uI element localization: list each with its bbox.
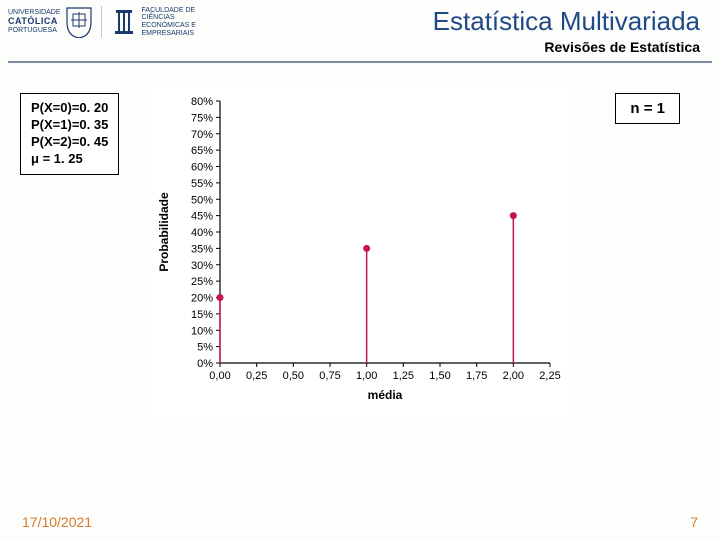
logo-fce: FACULDADE DE CIÊNCIAS ECONÓMICAS E EMPRE… xyxy=(110,6,196,38)
chart-svg: 0% 5% 10% 15% 20% 25% 30% 35% 40% 45% 50% 55% 60% 65%… xyxy=(150,83,570,423)
page-title: Estatística Multivariada xyxy=(433,6,700,37)
probability-box: P(X=0)=0. 20 P(X=1)=0. 35 P(X=2)=0. 45 μ… xyxy=(20,93,119,175)
column-icon xyxy=(110,6,138,38)
svg-text:60%: 60% xyxy=(191,162,213,174)
content: P(X=0)=0. 20 P(X=1)=0. 35 P(X=2)=0. 45 μ… xyxy=(0,63,720,463)
page-subtitle: Revisões de Estatística xyxy=(433,39,700,55)
svg-text:25%: 25% xyxy=(191,276,213,288)
svg-text:1,50: 1,50 xyxy=(429,370,450,382)
logo1-text: UNIVERSIDADE CATÓLICA PORTUGUESA xyxy=(8,9,61,34)
logo-catolica: UNIVERSIDADE CATÓLICA PORTUGUESA xyxy=(8,6,93,38)
svg-text:65%: 65% xyxy=(191,145,213,157)
svg-text:55%: 55% xyxy=(191,178,213,190)
svg-text:0,50: 0,50 xyxy=(283,370,304,382)
footer: 17/10/2021 7 xyxy=(0,514,720,530)
logo2-line4: EMPRESARIAIS xyxy=(142,30,196,38)
svg-text:15%: 15% xyxy=(191,309,213,321)
logo2-line3: ECONÓMICAS E xyxy=(142,22,196,30)
svg-text:2,00: 2,00 xyxy=(503,370,524,382)
svg-text:80%: 80% xyxy=(191,96,213,108)
logo1-line2: CATÓLICA xyxy=(8,17,61,27)
svg-text:1,00: 1,00 xyxy=(356,370,377,382)
svg-text:0,25: 0,25 xyxy=(246,370,267,382)
n-box: n = 1 xyxy=(615,93,680,124)
info-line: P(X=0)=0. 20 xyxy=(31,100,108,117)
svg-text:35%: 35% xyxy=(191,243,213,255)
svg-text:20%: 20% xyxy=(191,293,213,305)
info-line: P(X=1)=0. 35 xyxy=(31,117,108,134)
svg-text:50%: 50% xyxy=(191,194,213,206)
svg-text:45%: 45% xyxy=(191,211,213,223)
svg-text:1,75: 1,75 xyxy=(466,370,487,382)
logo1-line3: PORTUGUESA xyxy=(8,27,61,35)
svg-text:2,25: 2,25 xyxy=(539,370,560,382)
svg-text:70%: 70% xyxy=(191,129,213,141)
stem-chart: 0% 5% 10% 15% 20% 25% 30% 35% 40% 45% 50% 55% 60% 65%… xyxy=(150,83,570,423)
logo-divider xyxy=(101,6,102,38)
titles: Estatística Multivariada Revisões de Est… xyxy=(433,6,712,55)
logos: UNIVERSIDADE CATÓLICA PORTUGUESA FACUL xyxy=(8,6,196,38)
header: UNIVERSIDADE CATÓLICA PORTUGUESA FACUL xyxy=(0,0,720,59)
svg-text:0%: 0% xyxy=(197,358,213,370)
svg-text:40%: 40% xyxy=(191,227,213,239)
svg-text:10%: 10% xyxy=(191,325,213,337)
svg-text:75%: 75% xyxy=(191,112,213,124)
svg-text:30%: 30% xyxy=(191,260,213,272)
info-line: μ = 1. 25 xyxy=(31,151,108,168)
svg-text:0,75: 0,75 xyxy=(319,370,340,382)
svg-text:Probabilidade: Probabilidade xyxy=(157,192,171,272)
svg-text:0,00: 0,00 xyxy=(209,370,230,382)
footer-date: 17/10/2021 xyxy=(22,514,92,530)
logo2-text: FACULDADE DE CIÊNCIAS ECONÓMICAS E EMPRE… xyxy=(142,7,196,38)
svg-text:1,25: 1,25 xyxy=(393,370,414,382)
logo2-line2: CIÊNCIAS xyxy=(142,14,196,22)
shield-icon xyxy=(65,6,93,38)
footer-page: 7 xyxy=(690,514,698,530)
svg-text:média: média xyxy=(368,388,403,402)
svg-text:5%: 5% xyxy=(197,342,213,354)
info-line: P(X=2)=0. 45 xyxy=(31,134,108,151)
